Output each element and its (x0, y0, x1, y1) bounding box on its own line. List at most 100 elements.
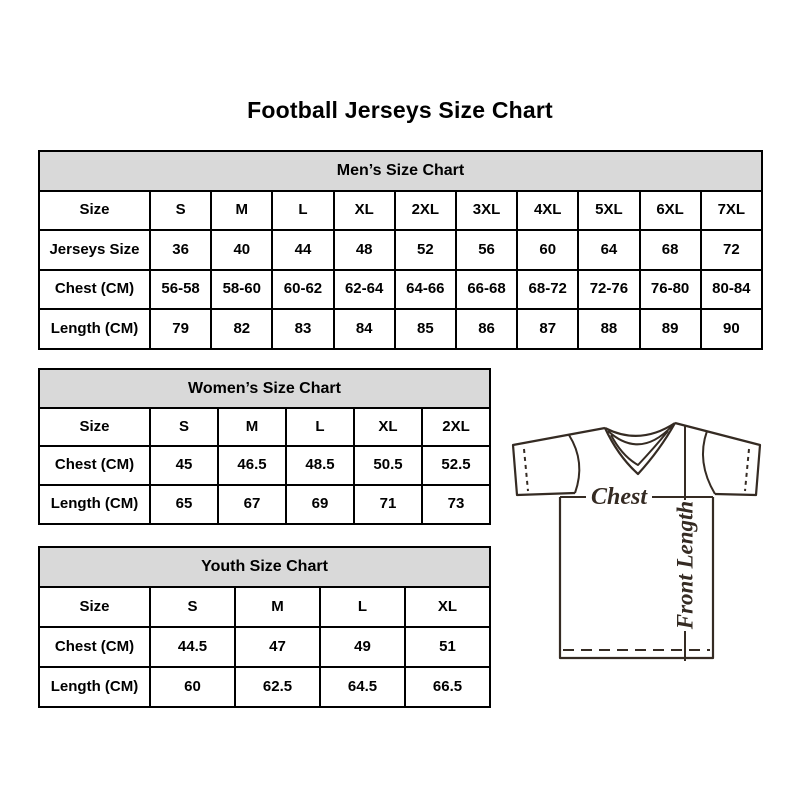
value-cell: 58-60 (210, 268, 274, 310)
table-title: Youth Size Chart (38, 546, 491, 588)
value-cell: L (319, 586, 406, 628)
table-row: Length (CM) 79 82 83 84 85 86 87 88 89 90 (38, 308, 764, 350)
jersey-right-armhole-seam (702, 430, 716, 495)
jersey-left-sleeve (511, 426, 606, 497)
value-cell: 72-76 (577, 268, 641, 310)
value-cell: 48.5 (285, 445, 355, 487)
value-cell: S (149, 406, 219, 448)
row-label-cell: Length (CM) (38, 484, 151, 525)
table-row: Length (CM) 65 67 69 71 73 (38, 484, 491, 525)
value-cell: M (217, 406, 287, 448)
value-cell: 49 (319, 626, 406, 668)
table-row: Size S M L XL 2XL 3XL 4XL 5XL 6XL 7XL (38, 189, 764, 231)
value-cell: 79 (148, 308, 213, 350)
value-cell: 65 (149, 484, 219, 525)
row-label-cell: Length (CM) (38, 308, 151, 350)
value-cell: M (234, 586, 321, 628)
value-cell: 36 (148, 229, 213, 271)
row-label-cell: Size (38, 189, 151, 231)
value-cell: 44.5 (149, 626, 236, 668)
jersey-collar-inner-arc (607, 425, 673, 446)
value-cell: 66-68 (454, 268, 519, 310)
table-row: Size S M L XL 2XL (38, 406, 491, 448)
value-cell: 82 (210, 308, 274, 350)
value-cell: S (148, 189, 213, 231)
value-cell: 72 (699, 229, 764, 271)
row-label-cell: Length (CM) (38, 666, 151, 708)
value-cell: 3XL (454, 189, 519, 231)
value-cell: 7XL (699, 189, 764, 231)
table-row: Size S M L XL (38, 586, 491, 628)
value-cell: 2XL (393, 189, 457, 231)
row-label-cell: Chest (CM) (38, 268, 151, 310)
womens-size-chart-table: Women’s Size Chart Size S M L XL 2XL Chest (CM)… (38, 368, 491, 525)
value-cell: 62.5 (234, 666, 321, 708)
jersey-collar-outer-v (604, 422, 676, 476)
value-cell: 69 (285, 484, 355, 525)
value-cell: M (210, 189, 274, 231)
mens-size-chart-table: Men’s Size Chart Size S M L XL 2XL 3XL 4XL 5XL 6XL… (38, 150, 764, 350)
value-cell: 4XL (516, 189, 580, 231)
value-cell: 52.5 (421, 445, 491, 487)
value-cell: 52 (393, 229, 457, 271)
jersey-torso-outline (558, 497, 715, 660)
row-label-cell: Chest (CM) (38, 626, 151, 668)
value-cell: 2XL (421, 406, 491, 448)
value-cell: 88 (577, 308, 641, 350)
table-title-row: Women’s Size Chart (38, 368, 491, 409)
value-cell: XL (332, 189, 396, 231)
value-cell: 64-66 (393, 268, 457, 310)
value-cell: 67 (217, 484, 287, 525)
value-cell: XL (404, 586, 491, 628)
chest-label: Chest (591, 484, 648, 510)
value-cell: 60 (516, 229, 580, 271)
jersey-measurement-diagram: Chest Front Length (511, 421, 762, 661)
table-title-row: Men’s Size Chart (38, 150, 763, 192)
value-cell: 6XL (638, 189, 702, 231)
value-cell: XL (353, 406, 423, 448)
value-cell: 45 (149, 445, 219, 487)
table-title: Women’s Size Chart (38, 368, 491, 409)
value-cell: 76-80 (638, 268, 702, 310)
value-cell: 68 (638, 229, 702, 271)
jersey-left-cuff-dashed-seam (523, 448, 529, 492)
table-row: Chest (CM) 56-58 58-60 60-62 62-64 64-66 66-68… (38, 268, 764, 310)
table-row: Chest (CM) 45 46.5 48.5 50.5 52.5 (38, 445, 491, 487)
front-length-label: Front Length (673, 501, 698, 630)
value-cell: 71 (353, 484, 423, 525)
jersey-right-cuff-dashed-seam (744, 448, 750, 492)
value-cell: 5XL (577, 189, 641, 231)
table-title: Men’s Size Chart (38, 150, 763, 192)
value-cell: 50.5 (353, 445, 423, 487)
value-cell: 90 (699, 308, 764, 350)
value-cell: 64.5 (319, 666, 406, 708)
value-cell: 44 (271, 229, 335, 271)
value-cell: 46.5 (217, 445, 287, 487)
value-cell: 73 (421, 484, 491, 525)
value-cell: 86 (454, 308, 519, 350)
value-cell: L (285, 406, 355, 448)
value-cell: 60 (149, 666, 236, 708)
value-cell: 68-72 (516, 268, 580, 310)
table-row: Jerseys Size 36 40 44 48 52 56 60 64 68 72 (38, 229, 764, 271)
value-cell: 47 (234, 626, 321, 668)
value-cell: 89 (638, 308, 702, 350)
value-cell: 80-84 (699, 268, 764, 310)
value-cell: 62-64 (332, 268, 396, 310)
jersey-collar-back-arc (604, 422, 676, 437)
table-row: Chest (CM) 44.5 47 49 51 (38, 626, 491, 668)
value-cell: 84 (332, 308, 396, 350)
value-cell: 48 (332, 229, 396, 271)
youth-size-chart-table: Youth Size Chart Size S M L XL Chest (CM) 44.5 4… (38, 546, 491, 708)
jersey-right-sleeve (674, 421, 762, 497)
value-cell: L (271, 189, 335, 231)
row-label-cell: Chest (CM) (38, 445, 151, 487)
value-cell: 66.5 (404, 666, 491, 708)
row-label-cell: Size (38, 586, 151, 628)
value-cell: 56-58 (148, 268, 213, 310)
value-cell: 64 (577, 229, 641, 271)
jersey-left-armhole-seam (568, 434, 581, 494)
value-cell: 60-62 (271, 268, 335, 310)
value-cell: 51 (404, 626, 491, 668)
row-label-cell: Size (38, 406, 151, 448)
